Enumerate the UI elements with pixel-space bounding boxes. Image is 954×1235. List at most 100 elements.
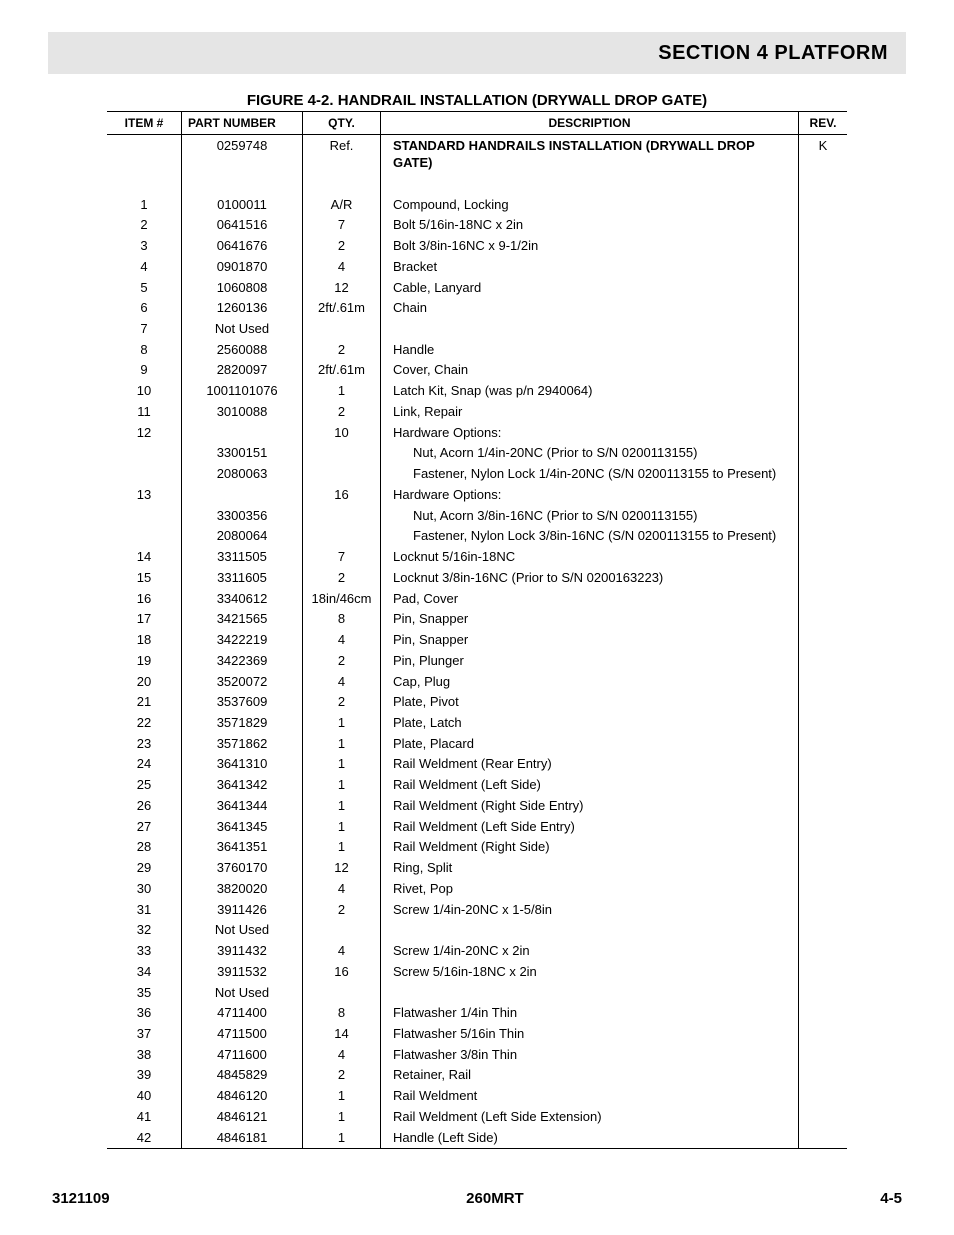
cell-desc: Cover, Chain	[381, 360, 799, 381]
cell-qty: 1	[303, 837, 381, 858]
table-row: 2636413441Rail Weldment (Right Side Entr…	[107, 795, 847, 816]
cell-rev	[799, 526, 848, 547]
cell-item: 20	[107, 671, 182, 692]
table-row: 2235718291Plate, Latch	[107, 712, 847, 733]
cell-qty	[303, 464, 381, 485]
cell-part: 3520072	[182, 671, 303, 692]
cell-rev	[799, 381, 848, 402]
cell-item	[107, 443, 182, 464]
cell-item: 2	[107, 215, 182, 236]
cell-qty: 1	[303, 775, 381, 796]
cell-qty: 7	[303, 215, 381, 236]
cell-desc: Bolt 5/16in-18NC x 2in	[381, 215, 799, 236]
table-row: 3300151Nut, Acorn 1/4in-20NC (Prior to S…	[107, 443, 847, 464]
table-row: 928200972ft/.61mCover, Chain	[107, 360, 847, 381]
table-row: 2335718621Plate, Placard	[107, 733, 847, 754]
cell-desc: Hardware Options:	[381, 422, 799, 443]
cell-desc: Hardware Options:	[381, 484, 799, 505]
cell-qty	[303, 443, 381, 464]
cell-desc: Bolt 3/8in-16NC x 9-1/2in	[381, 235, 799, 256]
cell-part: 3911432	[182, 940, 303, 961]
table-row: 16334061218in/46cmPad, Cover	[107, 588, 847, 609]
cell-part: 0641676	[182, 235, 303, 256]
cell-item: 14	[107, 547, 182, 568]
table-row: 4048461201Rail Weldment	[107, 1086, 847, 1107]
cell-qty: 2	[303, 1065, 381, 1086]
cell-desc: Pin, Snapper	[381, 629, 799, 650]
cell-rev	[799, 795, 848, 816]
cell-part: 3422369	[182, 650, 303, 671]
table-row: 1533116052Locknut 3/8in-16NC (Prior to S…	[107, 567, 847, 588]
cell-desc: Handle	[381, 339, 799, 360]
cell-item: 21	[107, 692, 182, 713]
cell-desc: Chain	[381, 298, 799, 319]
footer-right: 4-5	[880, 1190, 902, 1207]
figure-name: HANDRAIL INSTALLATION (DRYWALL DROP GATE…	[338, 92, 707, 109]
cell-part: 3010088	[182, 401, 303, 422]
cell-desc: Flatwasher 1/4in Thin	[381, 1003, 799, 1024]
table-row: 2836413511Rail Weldment (Right Side)	[107, 837, 847, 858]
cell-desc: Cable, Lanyard	[381, 277, 799, 298]
cell-part: 2820097	[182, 360, 303, 381]
cell-desc: Rail Weldment (Left Side Extension)	[381, 1106, 799, 1127]
cell-rev	[799, 567, 848, 588]
table-row: 3647114008Flatwasher 1/4in Thin	[107, 1003, 847, 1024]
cell-part: 0901870	[182, 256, 303, 277]
cell-part: 4846181	[182, 1127, 303, 1148]
cell-qty: 2	[303, 692, 381, 713]
table-row: 3139114262Screw 1/4in-20NC x 1-5/8in	[107, 899, 847, 920]
cell-rev	[799, 464, 848, 485]
cell-item: 22	[107, 712, 182, 733]
cell-qty: 12	[303, 277, 381, 298]
table-row: 825600882Handle	[107, 339, 847, 360]
cell-qty: 4	[303, 878, 381, 899]
cell-qty: 16	[303, 961, 381, 982]
cell-rev	[799, 816, 848, 837]
cell-desc: Handle (Left Side)	[381, 1127, 799, 1148]
cell-part: 3537609	[182, 692, 303, 713]
cell-part: 1060808	[182, 277, 303, 298]
cell-desc	[381, 318, 799, 339]
cell-part: 3641351	[182, 837, 303, 858]
table-row: 3038200204Rivet, Pop	[107, 878, 847, 899]
cell-item: 42	[107, 1127, 182, 1148]
table-row: 1834222194Pin, Snapper	[107, 629, 847, 650]
cell-desc: Rail Weldment (Right Side)	[381, 837, 799, 858]
cell-part: 3911532	[182, 961, 303, 982]
cell-rev	[799, 318, 848, 339]
table-row: 5106080812Cable, Lanyard	[107, 277, 847, 298]
cell-qty: 2	[303, 339, 381, 360]
cell-rev	[799, 878, 848, 899]
cell-rev	[799, 588, 848, 609]
cell-desc: Ring, Split	[381, 858, 799, 879]
col-desc: Description	[381, 112, 799, 135]
cell-rev	[799, 899, 848, 920]
cell-item: 16	[107, 588, 182, 609]
cell-rev	[799, 692, 848, 713]
cell-item: 3	[107, 235, 182, 256]
cell-qty: 2	[303, 235, 381, 256]
table-row: 29376017012Ring, Split	[107, 858, 847, 879]
table-row: 409018704Bracket	[107, 256, 847, 277]
cell-part: 4846121	[182, 1106, 303, 1127]
cell-rev	[799, 837, 848, 858]
cell-part: 2080063	[182, 464, 303, 485]
cell-item: 26	[107, 795, 182, 816]
cell-part: Not Used	[182, 982, 303, 1003]
cell-rev	[799, 1044, 848, 1065]
section-header-title: SECTION 4 PLATFORM	[658, 42, 888, 65]
cell-desc: Screw 1/4in-20NC x 2in	[381, 940, 799, 961]
cell-desc: Plate, Latch	[381, 712, 799, 733]
cell-qty: 1	[303, 816, 381, 837]
cell-rev	[799, 775, 848, 796]
cell-item: 4	[107, 256, 182, 277]
cell-part: 3422219	[182, 629, 303, 650]
cell-qty	[303, 920, 381, 941]
cell-part	[182, 422, 303, 443]
cell-rev	[799, 484, 848, 505]
table-row: 2736413451Rail Weldment (Left Side Entry…	[107, 816, 847, 837]
col-item: Item #	[107, 112, 182, 135]
cell-item	[107, 505, 182, 526]
table-header-row: Item # Part Number Qty. Description Rev.	[107, 112, 847, 135]
cell-rev	[799, 298, 848, 319]
